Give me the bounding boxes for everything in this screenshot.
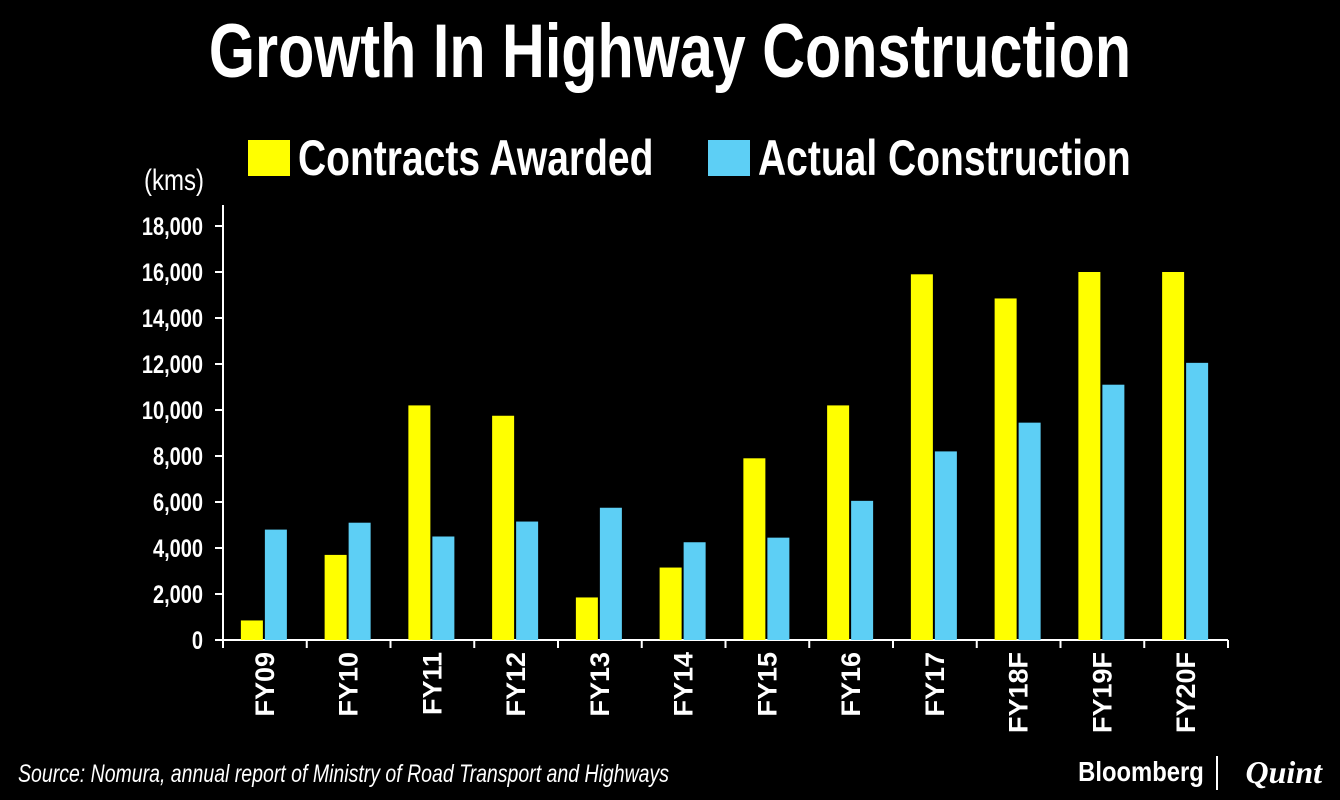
x-tick-label: FY20F	[1171, 652, 1201, 733]
legend-swatch-actual-construction	[708, 140, 750, 176]
bar-contracts-awarded	[743, 458, 766, 640]
x-tick-label: FY15	[752, 652, 782, 717]
bar-contracts-awarded	[575, 597, 598, 640]
bar-actual-construction	[934, 451, 957, 640]
bar-actual-construction	[1186, 362, 1209, 640]
x-tick-label: FY19F	[1087, 652, 1117, 733]
y-tick-label: 6,000	[153, 489, 203, 517]
bar-actual-construction	[1102, 384, 1125, 640]
chart-legend: Contracts Awarded Actual Construction	[0, 128, 1340, 188]
y-tick-label: 4,000	[153, 535, 203, 563]
chart-title: Growth In Highway Construction	[208, 9, 1132, 94]
bar-contracts-awarded	[324, 554, 347, 640]
bar-actual-construction	[1018, 422, 1041, 640]
y-tick-label: 14,000	[142, 305, 203, 333]
legend-swatch-contracts-awarded	[248, 140, 290, 176]
x-tick-label: FY18F	[1004, 652, 1034, 733]
bar-actual-construction	[851, 500, 874, 640]
bar-contracts-awarded	[1078, 272, 1101, 640]
bar-contracts-awarded	[827, 405, 850, 640]
bar-actual-construction	[599, 507, 622, 640]
bar-contracts-awarded	[408, 405, 431, 640]
x-tick-label: FY13	[585, 652, 615, 717]
source-note: Source: Nomura, annual report of Ministr…	[18, 760, 670, 788]
bar-contracts-awarded	[659, 567, 682, 640]
y-tick-label: 16,000	[142, 259, 203, 287]
y-tick-label: 10,000	[142, 397, 203, 425]
bar-contracts-awarded	[492, 415, 515, 640]
x-tick-label: FY16	[836, 652, 866, 717]
bar-contracts-awarded	[910, 274, 933, 640]
x-tick-label: FY09	[250, 652, 280, 717]
y-tick-label: 18,000	[142, 213, 203, 241]
x-tick-label: FY10	[334, 652, 364, 717]
x-tick-label: FY11	[417, 652, 447, 715]
y-tick-label: 12,000	[142, 351, 203, 379]
brand-quint: Quint	[1245, 754, 1322, 790]
bar-chart: (kms) 0 2,000 4,000 6,000 8,000 10,000 12,000 14…	[142, 162, 1229, 733]
brand-divider	[1216, 756, 1218, 790]
y-tick-label: 2,000	[153, 581, 203, 609]
y-tick-label: 0	[192, 627, 203, 655]
legend-label-contracts-awarded: Contracts Awarded	[298, 130, 654, 186]
brand-bloomberg: Bloomberg	[1078, 756, 1204, 787]
legend-label-actual-construction: Actual Construction	[758, 130, 1131, 186]
bar-actual-construction	[767, 537, 790, 640]
bar-actual-construction	[432, 536, 455, 640]
x-tick-label: FY17	[920, 652, 950, 717]
bar-contracts-awarded	[1162, 272, 1185, 640]
y-tick-label: 8,000	[153, 443, 203, 471]
x-tick-label: FY14	[669, 652, 699, 717]
bar-actual-construction	[264, 529, 287, 640]
x-tick-label: FY12	[501, 652, 531, 717]
y-axis-unit-label: (kms)	[144, 162, 204, 196]
brand-logo: Bloomberg Quint	[1022, 754, 1322, 790]
bar-actual-construction	[516, 521, 539, 640]
bar-contracts-awarded	[994, 298, 1017, 640]
bar-actual-construction	[683, 542, 706, 640]
bar-actual-construction	[348, 522, 371, 640]
bar-contracts-awarded	[240, 620, 263, 640]
